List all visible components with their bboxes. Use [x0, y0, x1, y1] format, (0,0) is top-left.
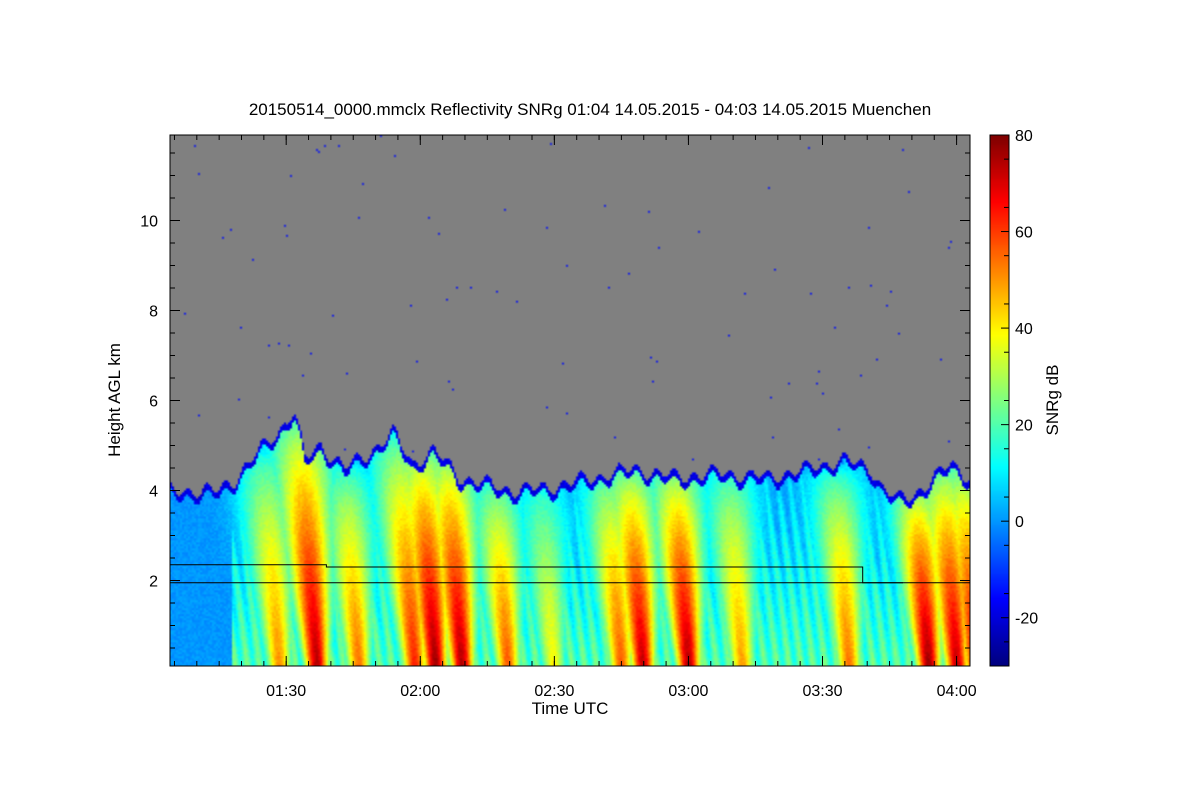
heatmap-image: [170, 135, 970, 666]
axis-ticks: 01:30 02:00 02:30 03:00 03:30 04:00 2 4 6 8 10: [140, 135, 977, 700]
colorbar-tick-label: 20: [1015, 418, 1033, 435]
overlay-lines: [170, 564, 970, 584]
y-tick-label: 4: [149, 484, 158, 501]
y-axis-label: Height AGL km: [105, 343, 124, 457]
x-tick-label: 03:00: [668, 683, 708, 700]
y-tick-label: 2: [149, 574, 158, 591]
y-tick-label: 10: [140, 214, 158, 231]
colorbar-label: SNRg dB: [1043, 365, 1062, 436]
x-tick-label: 03:30: [802, 683, 842, 700]
x-tick-label: 02:30: [534, 683, 574, 700]
colorbar-tick-label: 0: [1015, 514, 1024, 531]
colorbar-tick-label: -20: [1015, 611, 1038, 628]
y-tick-label: 6: [149, 394, 158, 411]
x-axis-label: Time UTC: [532, 699, 609, 718]
y-tick-label: 8: [149, 304, 158, 321]
colorbar-gradient: [990, 135, 1009, 666]
colorbar-tick-label: 40: [1015, 321, 1033, 338]
colorbar-tick-label: 80: [1015, 128, 1033, 145]
plot-area: 01:30 02:00 02:30 03:00 03:30 04:00 2 4 6 8 10: [140, 134, 977, 700]
colorbar-ticks: -20 0 20 40 60 80: [1001, 128, 1038, 643]
colorbar-tick-label: 60: [1015, 225, 1033, 242]
x-tick-label: 02:00: [400, 683, 440, 700]
colorbar: -20 0 20 40 60 80 SNRg dB: [989, 128, 1062, 667]
chart-title: 20150514_0000.mmclx Reflectivity SNRg 01…: [249, 100, 931, 119]
x-tick-label: 01:30: [266, 683, 306, 700]
x-tick-label: 04:00: [937, 683, 977, 700]
